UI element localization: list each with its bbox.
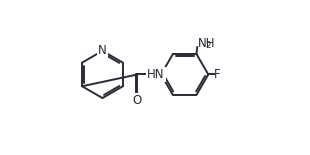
Text: NH: NH [198, 37, 215, 50]
Text: 2: 2 [205, 41, 211, 50]
Text: F: F [214, 68, 221, 81]
Text: HN: HN [147, 68, 165, 81]
Text: O: O [132, 94, 141, 107]
Text: N: N [98, 44, 107, 57]
